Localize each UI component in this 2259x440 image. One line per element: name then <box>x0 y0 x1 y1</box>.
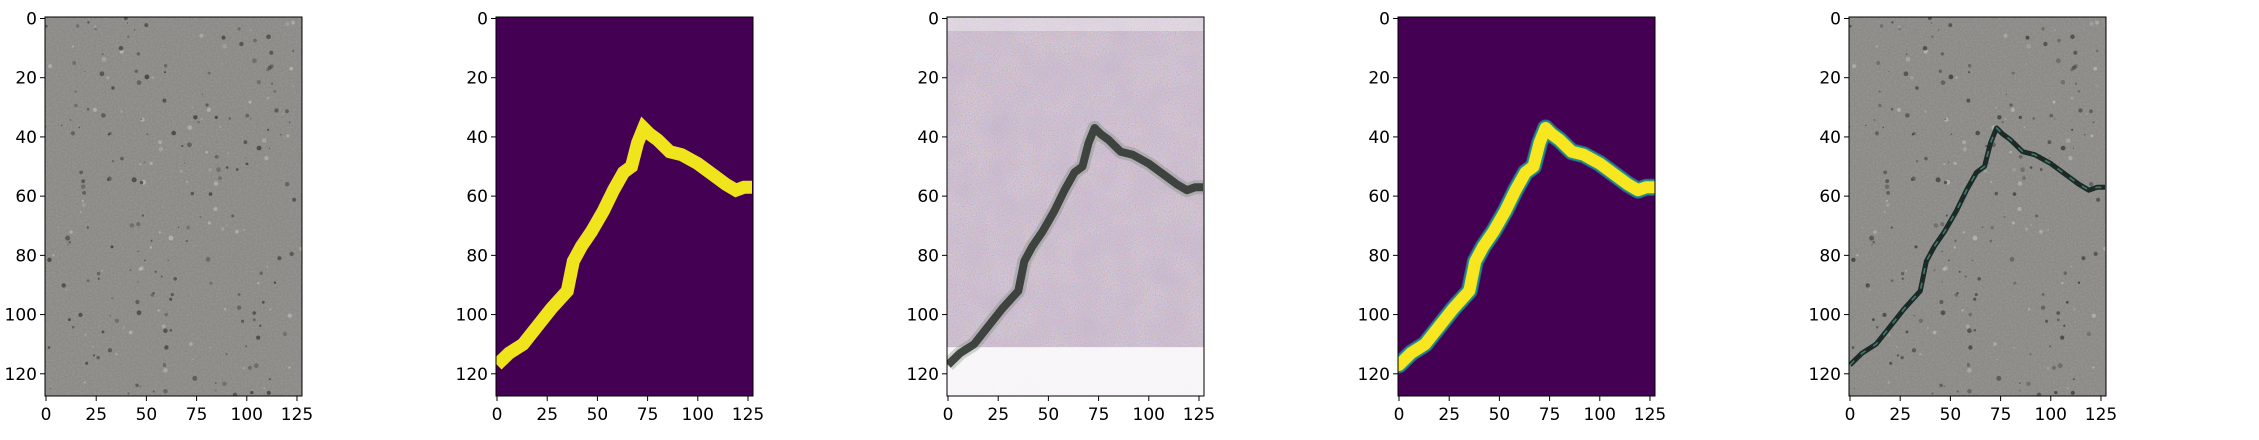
y-tick-label: 80 <box>1819 246 1841 266</box>
image-area <box>45 17 302 396</box>
y-tick-label: 0 <box>26 9 37 29</box>
axes-frame <box>946 16 1205 397</box>
blotch-texture <box>947 17 1204 396</box>
image-area <box>1849 17 2106 396</box>
y-tick-label: 40 <box>917 128 939 148</box>
y-tick-label: 40 <box>1368 128 1390 148</box>
x-tick-label: 25 <box>536 405 558 425</box>
predicted-mask-plot: 0 25 50 75 100 125 0 20 40 60 80 100 120 <box>1358 9 1667 425</box>
image-area <box>1398 17 1655 396</box>
y-tick-label: 120 <box>1809 365 1841 385</box>
image-area <box>947 17 1204 396</box>
y-tick-label: 100 <box>5 306 37 326</box>
y-tick-label: 40 <box>1819 128 1841 148</box>
x-tick-label: 50 <box>1489 405 1511 425</box>
x-tick-label: 0 <box>1394 405 1405 425</box>
x-tick-label: 50 <box>1038 405 1060 425</box>
x-tick-label: 50 <box>136 405 158 425</box>
concrete-with-crack-plot: 0 25 50 75 100 125 0 20 40 60 80 100 120 <box>1809 9 2118 425</box>
y-tick-label: 60 <box>917 187 939 207</box>
crack-halo <box>947 121 1203 370</box>
concrete-input-image: 0 25 50 75 100 125 0 20 40 60 80 100 120 <box>0 0 451 440</box>
x-tick-label: 0 <box>492 405 503 425</box>
axes-frame <box>1848 16 2107 397</box>
x-tick-label: 125 <box>281 405 313 425</box>
image-area <box>496 17 753 396</box>
y-tick-label: 60 <box>15 187 37 207</box>
y-tick-label: 120 <box>1358 365 1390 385</box>
x-tick-label: 75 <box>186 405 208 425</box>
axes-frame <box>1397 16 1656 397</box>
x-tick-label: 50 <box>587 405 609 425</box>
concrete-texture <box>45 17 302 396</box>
y-tick-label: 60 <box>1368 187 1390 207</box>
x-tick-label: 100 <box>682 405 714 425</box>
x-tick-label: 0 <box>1845 405 1856 425</box>
y-tick-label: 20 <box>1368 69 1390 89</box>
generated-noisy-image-plot: 0 25 50 75 100 125 0 20 40 60 80 100 120 <box>907 9 1216 425</box>
crack-line <box>947 124 1203 368</box>
x-tick-label: 25 <box>85 405 107 425</box>
y-tick-label: 20 <box>917 69 939 89</box>
y-tick-label: 120 <box>5 365 37 385</box>
y-tick-label: 40 <box>15 128 37 148</box>
y-tick-label: 0 <box>928 9 939 29</box>
y-tick-label: 80 <box>917 246 939 266</box>
x-tick-label: 50 <box>1940 405 1962 425</box>
x-tick-label: 0 <box>943 405 954 425</box>
axes-frame <box>495 16 754 397</box>
x-tick-label: 75 <box>1088 405 1110 425</box>
ground-truth-mask: 0 25 50 75 100 125 0 20 40 60 80 100 120 <box>451 0 902 440</box>
top-bright <box>947 17 1204 31</box>
generated-noisy-image: 0 25 50 75 100 125 0 20 40 60 80 100 120 <box>902 0 1353 440</box>
y-tick-label: 120 <box>907 365 939 385</box>
y-tick-label: 120 <box>456 365 488 385</box>
x-tick-label: 25 <box>1438 405 1460 425</box>
x-tick-label: 125 <box>732 405 764 425</box>
x-tick-label: 75 <box>1539 405 1561 425</box>
x-tick-label: 0 <box>41 405 52 425</box>
x-tick-label: 25 <box>1889 405 1911 425</box>
y-tick-label: 100 <box>1358 306 1390 326</box>
y-tick-label: 40 <box>466 128 488 148</box>
x-tick-label: 125 <box>1183 405 1215 425</box>
y-tick-label: 80 <box>466 246 488 266</box>
crack-prediction <box>1398 122 1655 371</box>
y-tick-label: 100 <box>1809 306 1841 326</box>
x-tick-label: 100 <box>231 405 263 425</box>
x-tick-label: 100 <box>1133 405 1165 425</box>
y-tick-label: 0 <box>477 9 488 29</box>
y-tick-label: 80 <box>1368 246 1390 266</box>
y-tick-label: 100 <box>907 306 939 326</box>
x-tick-label: 25 <box>987 405 1009 425</box>
concrete-with-crack: 0 25 50 75 100 125 0 20 40 60 80 100 120 <box>1804 0 2255 440</box>
axes-frame <box>44 16 303 397</box>
crack-highlight <box>1849 126 2105 366</box>
crack-mask <box>496 116 752 370</box>
predicted-mask: 0 25 50 75 100 125 0 20 40 60 80 100 120 <box>1353 0 1804 440</box>
y-tick-label: 20 <box>1819 69 1841 89</box>
x-tick-label: 75 <box>637 405 659 425</box>
y-tick-label: 60 <box>466 187 488 207</box>
y-tick-label: 80 <box>15 246 37 266</box>
x-tick-label: 100 <box>2035 405 2067 425</box>
y-tick-label: 0 <box>1830 9 1841 29</box>
concrete-input-image-plot: 0 25 50 75 100 125 0 20 40 60 80 100 120 <box>5 9 314 425</box>
x-tick-label: 125 <box>2085 405 2117 425</box>
x-tick-label: 75 <box>1990 405 2012 425</box>
ground-truth-mask-plot: 0 25 50 75 100 125 0 20 40 60 80 100 120 <box>456 9 765 425</box>
y-tick-label: 100 <box>456 306 488 326</box>
y-tick-label: 60 <box>1819 187 1841 207</box>
y-tick-label: 20 <box>466 69 488 89</box>
x-tick-label: 100 <box>1584 405 1616 425</box>
x-tick-label: 125 <box>1634 405 1666 425</box>
y-tick-label: 20 <box>15 69 37 89</box>
concrete-texture <box>1849 17 2106 396</box>
y-tick-label: 0 <box>1379 9 1390 29</box>
bright-band <box>947 347 1204 396</box>
